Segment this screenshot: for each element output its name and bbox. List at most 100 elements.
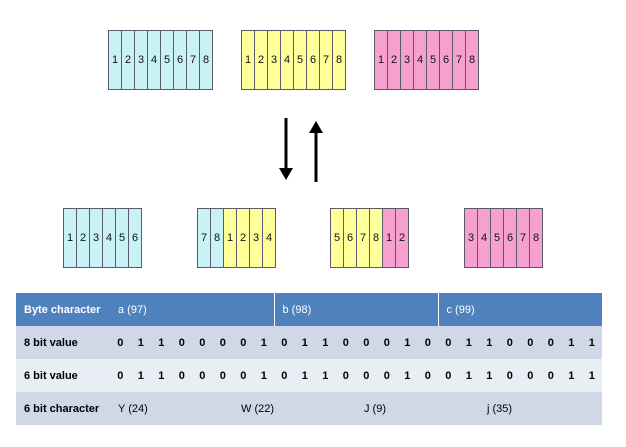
bit-value: 0 [540,326,561,359]
bit-cell: 8 [210,208,224,268]
bit-value: 0 [438,359,459,392]
bit-value: 0 [171,326,192,359]
bit-cell: 1 [108,30,122,90]
bit-cell: 2 [76,208,90,268]
byte-character-row: Byte character a (97) b (98) c (99) [16,293,602,326]
bit-value: 1 [458,326,479,359]
bit-cell: 8 [465,30,479,90]
bit-value: 0 [192,326,213,359]
encoding-table: Byte character a (97) b (98) c (99) 8 bi… [16,293,602,425]
bit-value: 1 [294,326,315,359]
bit-value: 1 [561,326,582,359]
bit-cell: 1 [382,208,396,268]
bit-cell: 4 [147,30,161,90]
bit-value: 0 [520,359,541,392]
bit-value: 1 [253,326,274,359]
bit-cell: 4 [262,208,276,268]
bit-value: 0 [335,326,356,359]
six-char-2: W (22) [233,392,356,425]
bit-cell: 2 [387,30,401,90]
bit-value: 0 [274,359,295,392]
bit-value: 1 [315,359,336,392]
byte-char-b: b (98) [273,293,438,326]
bit-cell: 7 [516,208,530,268]
conversion-arrows [279,118,323,182]
bit-cell: 8 [529,208,543,268]
bit-value: 0 [356,359,377,392]
bit-value: 0 [171,359,192,392]
bit-cell: 2 [121,30,135,90]
bit-cell: 6 [503,208,517,268]
bit-value: 0 [499,326,520,359]
bit-value: 0 [438,326,459,359]
bit-cell: 5 [293,30,307,90]
bit-cell: 5 [160,30,174,90]
six-bit-character-row: 6 bit character Y (24) W (22) J (9) j (3… [16,392,602,425]
bit-cell: 3 [267,30,281,90]
bit-value: 0 [233,326,254,359]
bit-cell: 7 [356,208,370,268]
bit-cell: 1 [241,30,255,90]
bit-cell: 4 [280,30,294,90]
bit-value: 1 [130,359,151,392]
bit-cell: 1 [223,208,237,268]
bit-value: 0 [417,359,438,392]
byte-char-a: a (97) [110,293,274,326]
bit-cell: 6 [343,208,357,268]
bit-value: 1 [561,359,582,392]
bit-value: 0 [212,326,233,359]
bit-cell: 7 [319,30,333,90]
bit-cell: 6 [306,30,320,90]
bit-cell: 6 [128,208,142,268]
bit-cell: 3 [89,208,103,268]
bit-cell: 4 [413,30,427,90]
bit-value: 0 [520,326,541,359]
bit-cell: 4 [477,208,491,268]
down-arrow-icon [279,118,293,180]
bit-cell: 1 [374,30,388,90]
six-bit-character-label: 6 bit character [16,392,110,425]
bit-cell: 3 [134,30,148,90]
bit-value: 1 [581,359,602,392]
bit-value: 1 [458,359,479,392]
bit-value: 1 [253,359,274,392]
bit-cell: 8 [332,30,346,90]
bit-value: 0 [335,359,356,392]
bit-value: 1 [130,326,151,359]
bit-value: 1 [479,326,500,359]
bit-cell: 5 [490,208,504,268]
bit-cell: 2 [236,208,250,268]
bit-cell: 5 [330,208,344,268]
bit-value: 1 [315,326,336,359]
bit-value: 1 [397,326,418,359]
bit-value: 1 [151,359,172,392]
bit-cell: 4 [102,208,116,268]
bit-value: 1 [151,326,172,359]
eight-bit-label: 8 bit value [16,326,110,359]
up-arrow-icon [309,121,323,182]
bit-cell: 2 [395,208,409,268]
bit-value: 0 [499,359,520,392]
bit-cell: 7 [452,30,466,90]
bit-value: 0 [376,326,397,359]
bit-value: 0 [376,359,397,392]
bit-value: 0 [274,326,295,359]
bit-cell: 2 [254,30,268,90]
six-char-4: j (35) [479,392,602,425]
bit-value: 0 [233,359,254,392]
bit-cell: 5 [426,30,440,90]
bit-cell: 7 [186,30,200,90]
bit-cell: 6 [173,30,187,90]
bit-value: 0 [540,359,561,392]
bit-cell: 8 [369,208,383,268]
bit-value: 0 [110,359,131,392]
bit-cell: 6 [439,30,453,90]
bit-cell: 1 [63,208,77,268]
